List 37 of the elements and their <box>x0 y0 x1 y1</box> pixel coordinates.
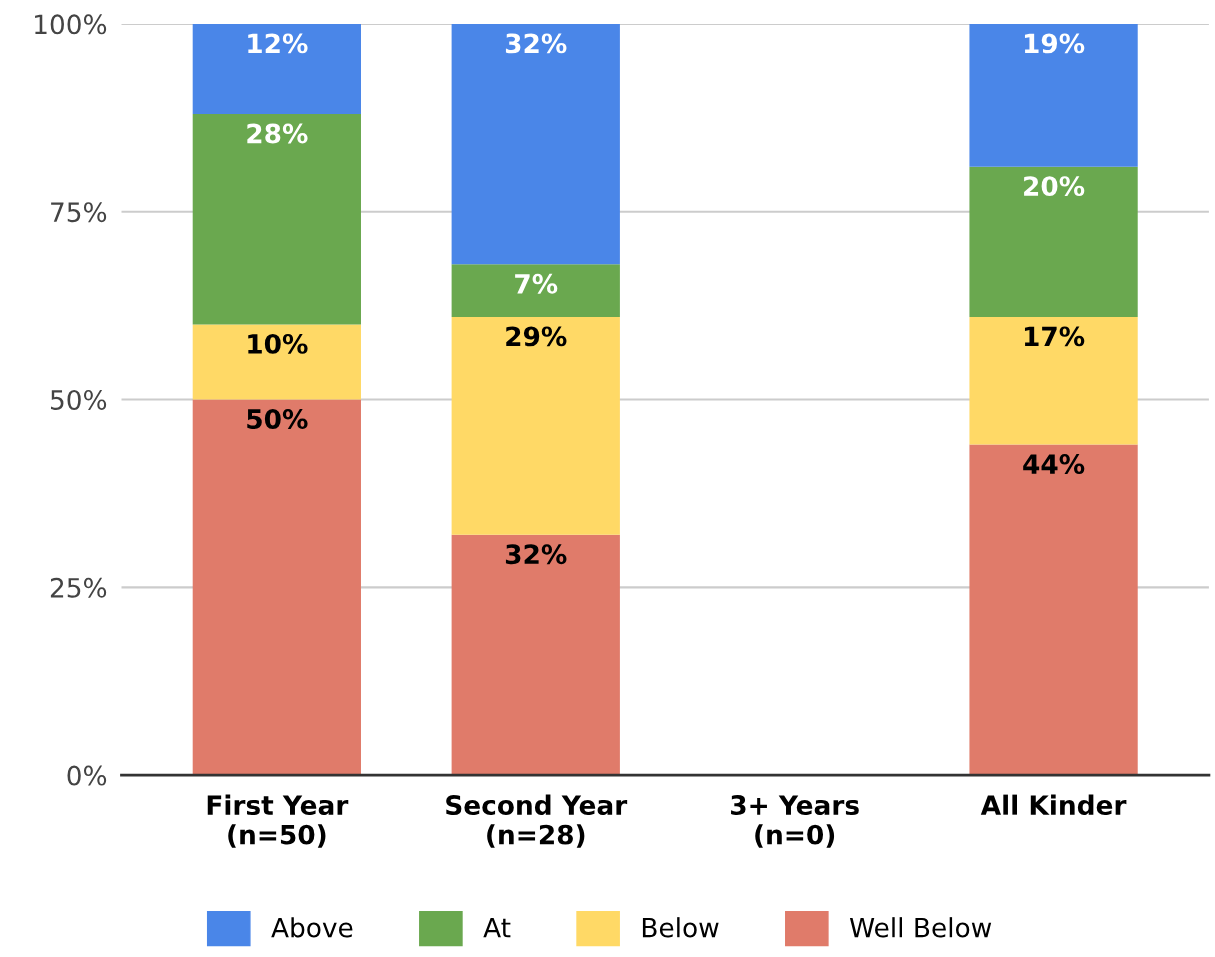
x-tick-label: Second Year (n=28) <box>446 794 628 848</box>
data-label: 19% <box>1024 33 1085 54</box>
x-tick-label: All Kinder <box>980 794 1127 816</box>
legend-label: At <box>483 917 511 938</box>
data-label: 12% <box>248 33 308 54</box>
data-label: 32% <box>505 544 567 565</box>
data-label: 44% <box>1023 454 1085 475</box>
y-tick-label: 50% <box>50 389 107 410</box>
data-label: 29% <box>506 326 567 347</box>
legend-label: Well Below <box>849 917 992 938</box>
data-label: 50% <box>247 409 308 429</box>
bar <box>192 399 361 776</box>
data-label: 17% <box>1024 326 1085 347</box>
data-label: 32% <box>505 33 567 54</box>
data-label: 10% <box>248 333 308 354</box>
bar <box>969 316 1138 445</box>
bar <box>192 324 361 400</box>
bar <box>969 166 1138 317</box>
data-label: 20% <box>1024 176 1085 197</box>
y-tick-label: 75% <box>51 202 107 223</box>
legend-label: Below <box>642 917 719 938</box>
x-tick-label: First Year (n=50) <box>207 794 349 848</box>
y-tick-label: 100% <box>35 14 107 35</box>
bar <box>451 23 620 265</box>
bar <box>969 444 1138 776</box>
bar <box>192 23 361 115</box>
bar <box>192 114 361 325</box>
x-tick-label: 3+ Years (n=0) <box>731 795 859 848</box>
bar <box>451 264 620 317</box>
legend-label: Above <box>271 917 353 938</box>
data-label: 28% <box>247 123 308 144</box>
bar <box>451 534 620 776</box>
bar <box>451 316 620 535</box>
y-tick-label: 25% <box>50 577 107 598</box>
y-tick-label: 0% <box>67 765 107 786</box>
data-label: 7% <box>515 273 558 294</box>
bar <box>969 23 1138 167</box>
